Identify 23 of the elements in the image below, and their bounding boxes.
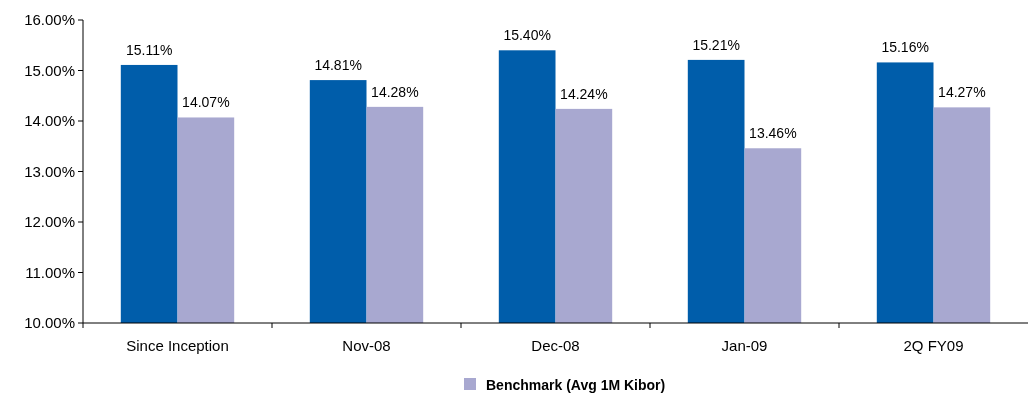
text: 14.24% [560,85,608,102]
y-tick-label: 12.00% [24,213,75,231]
text: 15.21% [692,36,740,53]
text: 15.40% [503,27,551,44]
y-tick-label: 16.00% [24,11,75,29]
text: 15.11% [125,41,173,58]
text: 14.81% [314,57,362,74]
y-tick-label: 14.00% [24,112,75,130]
text: 15.16% [881,39,929,56]
y-tick-label: 10.00% [24,314,75,332]
text: 14.07% [182,94,230,111]
y-tick-label: 13.00% [24,162,75,180]
text: 14.27% [938,84,986,101]
text: 13.46% [749,125,797,142]
x-tick-label: Since Inception [126,337,229,354]
x-tick-label: Jan-09 [721,337,768,354]
x-tick-label: Dec-08 [531,337,580,354]
y-tick-label: 11.00% [25,263,75,281]
y-tick-label: 15.00% [24,61,75,79]
legend-label: Benchmark (Avg 1M Kibor) [486,376,666,393]
x-tick-label: Nov-08 [342,337,391,354]
x-tick-label: 2Q FY09 [903,337,964,354]
text: 14.28% [371,83,419,100]
